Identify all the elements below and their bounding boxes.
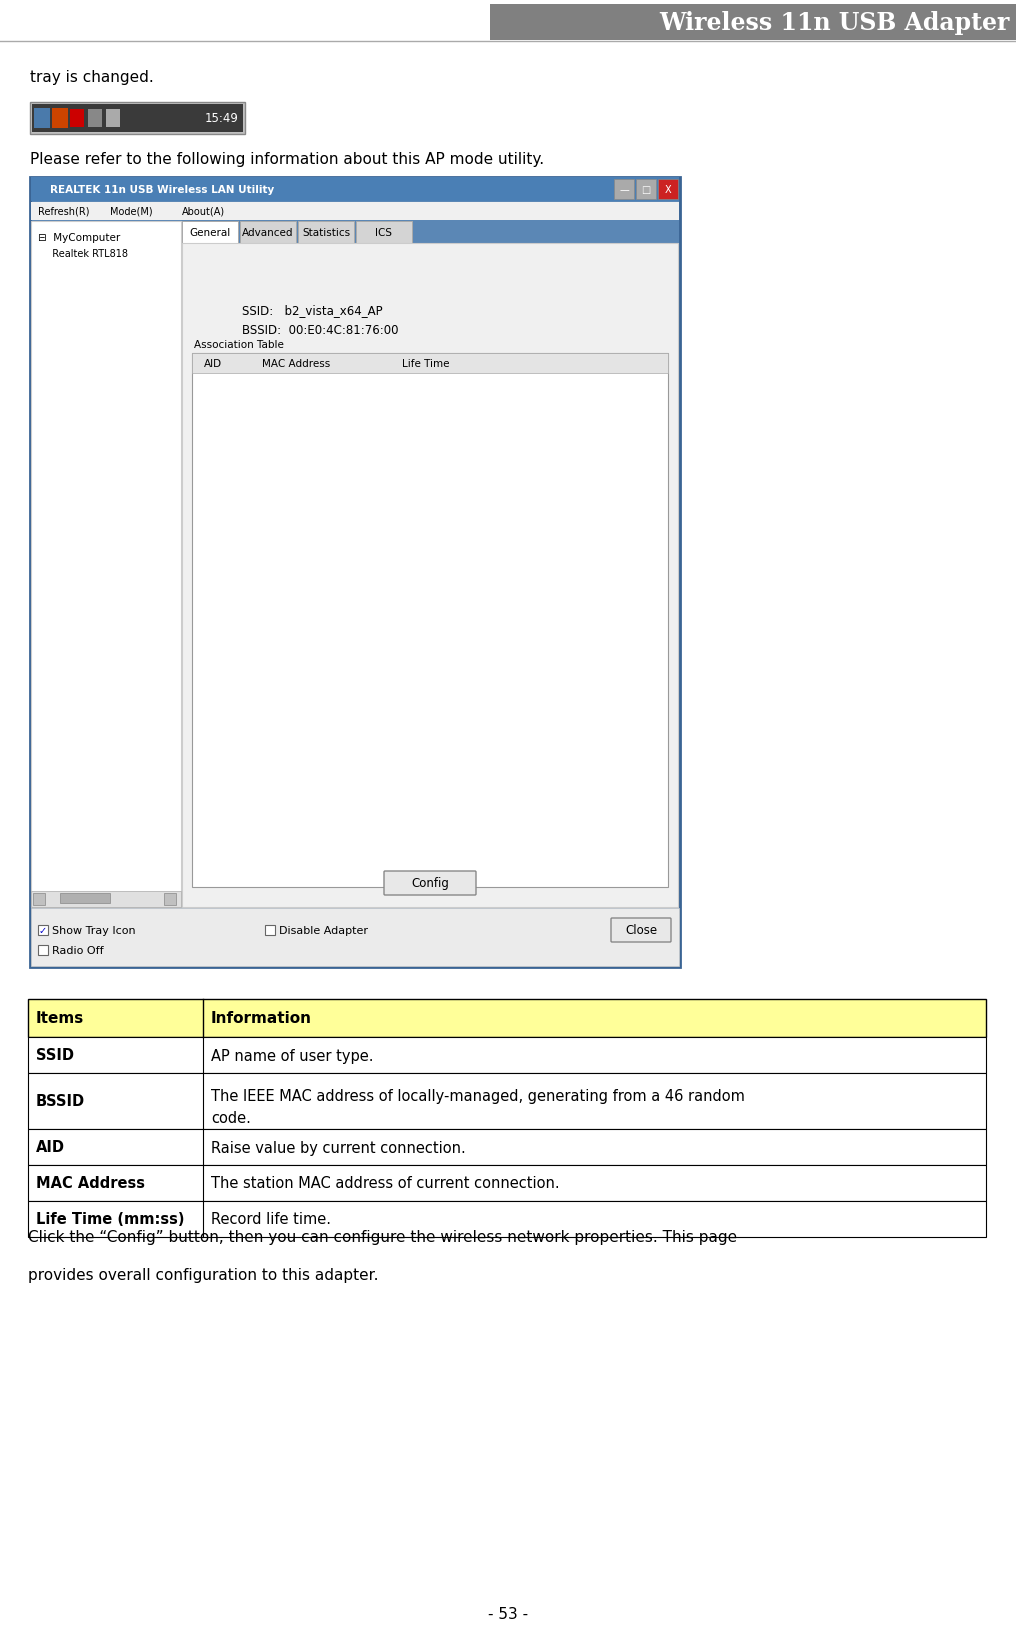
Text: AP name of user type.: AP name of user type. [211,1048,374,1063]
Bar [31,908,679,967]
Bar [31,104,243,134]
Text: Refresh(R): Refresh(R) [38,207,89,217]
Bar [28,1165,986,1201]
Text: Items: Items [36,1011,84,1025]
Bar [298,222,354,244]
Text: —: — [619,184,629,196]
Text: X: X [664,184,672,196]
Text: Association Table: Association Table [194,339,283,350]
Text: Statistics: Statistics [302,228,351,238]
Text: Close: Close [625,924,657,937]
Bar [490,5,1016,41]
Text: Life Time: Life Time [402,359,449,368]
Text: Realtek RTL818: Realtek RTL818 [46,249,128,259]
Bar [30,178,680,968]
Bar [31,222,181,908]
Bar [28,1201,986,1237]
FancyBboxPatch shape [384,872,477,895]
FancyBboxPatch shape [611,918,671,942]
Bar [356,222,412,244]
Bar [265,926,275,936]
Text: code.: code. [211,1110,251,1126]
Bar [31,178,679,202]
Bar [30,103,245,135]
Text: The station MAC address of current connection.: The station MAC address of current conne… [211,1175,560,1192]
Bar [614,179,634,200]
Bar [38,945,48,955]
Text: 15:49: 15:49 [205,112,239,126]
Text: Raise value by current connection.: Raise value by current connection. [211,1139,465,1154]
Bar [28,1073,986,1130]
Text: Information: Information [211,1011,312,1025]
Bar [88,109,102,127]
Text: Show Tray Icon: Show Tray Icon [52,926,135,936]
Text: ⊟  MyComputer: ⊟ MyComputer [38,233,120,243]
Text: General: General [189,228,231,238]
Bar [182,244,678,908]
Text: tray is changed.: tray is changed. [30,70,153,85]
Bar [192,354,668,887]
Bar [34,109,50,129]
Text: ICS: ICS [376,228,392,238]
Text: Config: Config [411,877,449,890]
Bar [28,1037,986,1073]
Text: MAC Address: MAC Address [36,1175,145,1192]
Text: Radio Off: Radio Off [52,945,104,955]
Text: SSID: SSID [36,1048,74,1063]
Text: AID: AID [204,359,223,368]
Text: Please refer to the following information about this AP mode utility.: Please refer to the following informatio… [30,152,545,166]
Bar [164,893,176,905]
Text: Wireless 11n USB Adapter: Wireless 11n USB Adapter [659,11,1010,34]
Text: provides overall configuration to this adapter.: provides overall configuration to this a… [28,1267,379,1283]
Bar [240,222,296,244]
Bar [106,109,120,127]
Text: Advanced: Advanced [242,228,294,238]
Text: About(A): About(A) [182,207,226,217]
Bar [33,893,45,905]
Bar [60,893,110,903]
Text: BSSID: BSSID [36,1094,85,1108]
Text: Disable Adapter: Disable Adapter [279,926,368,936]
Bar [192,354,668,373]
Text: - 53 -: - 53 - [488,1607,528,1622]
Text: BSSID:  00:E0:4C:81:76:00: BSSID: 00:E0:4C:81:76:00 [242,324,398,337]
Text: Click the “Config” button, then you can configure the wireless network propertie: Click the “Config” button, then you can … [28,1229,738,1244]
Text: SSID:   b2_vista_x64_AP: SSID: b2_vista_x64_AP [242,303,383,316]
Text: AID: AID [36,1139,65,1154]
Bar [52,109,68,129]
Text: ✓: ✓ [39,926,47,936]
Text: Mode(M): Mode(M) [110,207,152,217]
Bar [658,179,678,200]
Bar [182,222,238,244]
Bar [28,1130,986,1165]
Bar [28,999,986,1037]
Text: MAC Address: MAC Address [262,359,330,368]
Bar [31,892,181,908]
Text: REALTEK 11n USB Wireless LAN Utility: REALTEK 11n USB Wireless LAN Utility [50,184,274,196]
Text: The IEEE MAC address of locally-managed, generating from a 46 random: The IEEE MAC address of locally-managed,… [211,1089,745,1104]
Bar [636,179,656,200]
Text: Record life time.: Record life time. [211,1211,331,1227]
Bar [31,202,679,220]
Text: □: □ [641,184,650,196]
Bar [0,5,490,41]
Bar [38,926,48,936]
Bar [70,109,84,127]
Text: Life Time (mm:ss): Life Time (mm:ss) [36,1211,185,1227]
